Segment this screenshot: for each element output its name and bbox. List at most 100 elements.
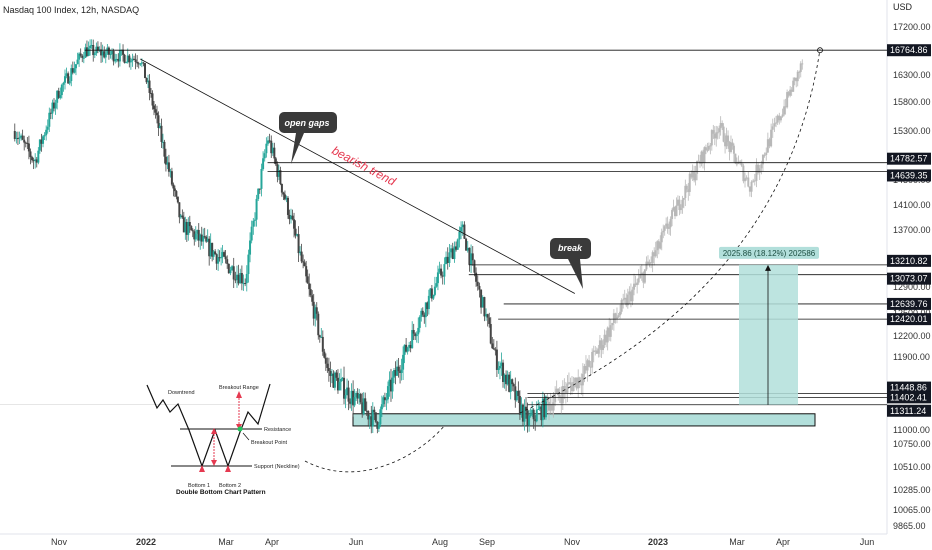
projection-candle <box>597 348 600 354</box>
candle <box>518 395 521 415</box>
projection-candle <box>783 106 786 115</box>
projection-candle <box>795 77 798 82</box>
candle <box>51 102 54 114</box>
break-callout-bubble <box>550 238 591 289</box>
projection-candle <box>643 269 646 283</box>
candle <box>495 349 498 370</box>
candle <box>485 314 488 317</box>
price-level-badge <box>887 297 931 310</box>
candle <box>308 283 311 290</box>
candle <box>203 236 206 238</box>
projection-candle <box>567 382 570 384</box>
price-level-label: 13210.82 <box>890 256 928 266</box>
projection-candle <box>693 170 696 181</box>
candle <box>377 424 380 429</box>
break-label: break <box>558 243 583 253</box>
candle <box>489 324 492 344</box>
candle <box>63 76 66 83</box>
candle <box>187 222 190 235</box>
candle <box>446 256 449 263</box>
support-zone <box>352 413 816 427</box>
projection-candle <box>588 360 591 367</box>
candle <box>54 102 57 109</box>
candle <box>488 317 491 325</box>
candle <box>182 217 185 233</box>
candle <box>140 62 143 64</box>
projection-candle <box>612 313 615 323</box>
projection-candle <box>755 164 758 181</box>
price-level-badge <box>887 381 931 394</box>
projection-candle <box>790 89 793 92</box>
candle <box>432 294 435 299</box>
candle <box>247 254 250 274</box>
projection-candle <box>725 135 728 147</box>
candle <box>170 171 173 185</box>
candle <box>403 344 406 355</box>
projection-candle <box>600 340 603 351</box>
candle <box>512 384 515 387</box>
candle <box>302 261 305 263</box>
candle <box>327 367 330 372</box>
candle <box>478 285 481 290</box>
candle <box>166 162 169 165</box>
candle <box>101 51 104 56</box>
candle <box>179 215 182 218</box>
candle <box>329 371 332 376</box>
candle <box>415 334 418 337</box>
candle <box>40 139 43 144</box>
candle <box>181 215 184 218</box>
projection-candle <box>685 185 688 190</box>
projection-candle <box>760 164 763 169</box>
candle <box>506 374 509 385</box>
candle <box>303 262 306 267</box>
projection-candle <box>608 327 611 337</box>
candle <box>111 50 114 54</box>
candle <box>394 370 397 376</box>
candle <box>511 379 514 385</box>
candle <box>155 112 158 116</box>
projection-candle <box>770 129 773 147</box>
projection-candle <box>605 334 608 343</box>
price-axis[interactable]: 17200.0016300.0015800.0015300.0014500.00… <box>893 22 931 531</box>
candle <box>423 314 426 318</box>
candle <box>100 49 103 56</box>
candle <box>279 170 282 184</box>
candle <box>43 135 46 137</box>
inset-bottom2-label: Bottom 2 <box>219 483 241 489</box>
x-tick-label: Jun <box>349 537 364 547</box>
projection-candle <box>549 404 552 411</box>
candle <box>535 409 538 422</box>
projection-candle <box>761 154 764 165</box>
candle <box>34 159 37 162</box>
candle <box>374 412 377 422</box>
projection-candle <box>639 274 642 279</box>
y-tick-label: 13700.00 <box>893 225 931 235</box>
time-axis[interactable]: Nov 2022 Mar Apr Jun Aug Sep Nov 2023 Mar Apr Jun <box>51 537 874 547</box>
candle <box>385 399 388 401</box>
candle <box>350 390 353 404</box>
candle <box>323 351 326 358</box>
projection-candle <box>548 401 551 411</box>
candle <box>353 397 356 406</box>
projection-candle <box>622 299 625 301</box>
candle <box>224 256 227 260</box>
projection-candle <box>796 71 799 82</box>
measure-box <box>739 264 798 405</box>
candle <box>245 273 248 284</box>
projection-candle <box>628 291 631 295</box>
candle <box>35 159 38 163</box>
candle <box>161 141 164 143</box>
projection-candle <box>675 205 678 217</box>
y-tick-label: 10285.00 <box>893 485 931 495</box>
candle <box>330 373 333 376</box>
candle <box>436 272 439 284</box>
candle <box>406 347 409 352</box>
x-tick-label: 2022 <box>136 537 156 547</box>
candle <box>341 377 344 380</box>
inset-breakout-point <box>237 426 243 432</box>
candle <box>237 274 240 284</box>
candle <box>286 197 289 215</box>
candle <box>362 398 365 414</box>
candle <box>240 273 243 284</box>
